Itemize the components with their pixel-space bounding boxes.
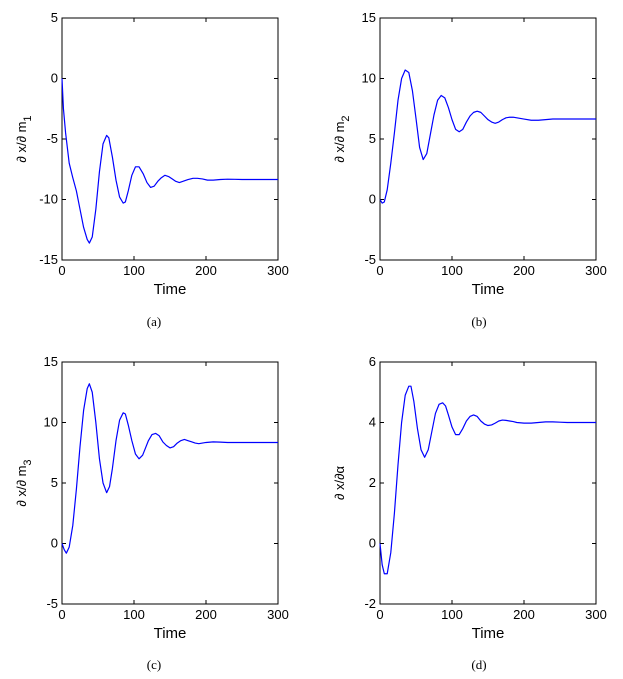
x-tick-label: 300 xyxy=(585,263,607,278)
y-axis-label-subscript: 3 xyxy=(22,459,34,465)
chart-panel-c: 0 100 200 300 -5 0 5 10 15 Time ∂ x/∂ m3 (c) xyxy=(0,344,300,679)
caption-b: (b) xyxy=(471,314,487,329)
y-axis-label-main: ∂ x/∂ m xyxy=(332,122,347,163)
series-line xyxy=(379,385,596,575)
y-tick-label: 0 xyxy=(51,71,58,86)
y-axis-label: ∂ x/∂ m2 xyxy=(332,115,352,162)
y-axis-label: ∂ x/∂α xyxy=(332,465,347,500)
x-tick-label: 100 xyxy=(123,607,145,622)
y-tick-label: 15 xyxy=(44,354,58,369)
y-tick-label: 5 xyxy=(369,131,376,146)
x-tick-label: 100 xyxy=(123,263,145,278)
x-tick-label: 200 xyxy=(513,263,535,278)
y-axis-label-main: ∂ x/∂ m xyxy=(14,122,29,163)
x-tick-label: 0 xyxy=(376,263,383,278)
y-axis-label-main: ∂ x/∂ m xyxy=(14,466,29,507)
y-axis-label-subscript: 2 xyxy=(340,115,352,121)
y-tick-label: -2 xyxy=(364,596,376,611)
y-tick-label: 0 xyxy=(369,536,376,551)
chart-panel-b: 0 100 200 300 -5 0 5 10 15 Time ∂ x/∂ m2 (b) xyxy=(318,0,618,335)
x-tick-label: 200 xyxy=(195,607,217,622)
chart-panel-d: 0 100 200 300 -2 0 2 4 6 Time ∂ x/∂α (d) xyxy=(318,344,618,679)
series-line xyxy=(61,78,278,244)
y-tick-label: 10 xyxy=(362,71,376,86)
y-axis-label-subscript: 1 xyxy=(22,115,34,121)
x-tick-label: 200 xyxy=(195,263,217,278)
y-tick-label: 10 xyxy=(44,415,58,430)
axes-frame xyxy=(379,361,597,605)
x-tick-label: 0 xyxy=(58,263,65,278)
x-tick-label: 200 xyxy=(513,607,535,622)
axes-frame xyxy=(61,361,279,605)
y-tick-label: 0 xyxy=(369,192,376,207)
x-axis-label: Time xyxy=(154,281,187,298)
x-axis-label: Time xyxy=(472,625,505,642)
y-tick-label: -15 xyxy=(39,252,58,267)
caption-c: (c) xyxy=(146,657,162,672)
y-tick-label: -5 xyxy=(46,131,58,146)
chart-a: 0 100 200 300 -15 -10 -5 0 5 Time ∂ x/∂ m1 xyxy=(14,10,289,298)
x-axis-label: Time xyxy=(154,625,187,642)
chart-panel-a: 0 100 200 300 -15 -10 -5 0 5 Time ∂ x/∂ m1 (a) xyxy=(0,0,300,335)
y-tick-label: 0 xyxy=(51,536,58,551)
series-line xyxy=(379,69,596,204)
y-tick-label: 6 xyxy=(369,354,376,369)
y-tick-label: -5 xyxy=(364,252,376,267)
caption-a: (a) xyxy=(146,314,162,329)
y-axis-label: ∂ x/∂ m1 xyxy=(14,115,34,162)
y-tick-label: 2 xyxy=(369,475,376,490)
y-tick-label: -5 xyxy=(46,596,58,611)
x-tick-label: 0 xyxy=(376,607,383,622)
x-tick-label: 300 xyxy=(267,263,289,278)
y-axis-label: ∂ x/∂ m3 xyxy=(14,459,34,506)
y-tick-label: 4 xyxy=(369,415,376,430)
y-axis-label-main: ∂ x/∂α xyxy=(332,465,347,500)
y-tick-label: -10 xyxy=(39,192,58,207)
y-tick-label: 5 xyxy=(51,10,58,25)
caption-d: (d) xyxy=(471,657,487,672)
series-line xyxy=(61,383,278,554)
x-tick-label: 0 xyxy=(58,607,65,622)
x-tick-label: 300 xyxy=(267,607,289,622)
x-axis-label: Time xyxy=(472,281,505,298)
y-tick-label: 15 xyxy=(362,10,376,25)
x-tick-label: 100 xyxy=(441,263,463,278)
y-tick-label: 5 xyxy=(51,475,58,490)
x-tick-label: 300 xyxy=(585,607,607,622)
axes-frame xyxy=(379,17,597,261)
x-tick-label: 100 xyxy=(441,607,463,622)
